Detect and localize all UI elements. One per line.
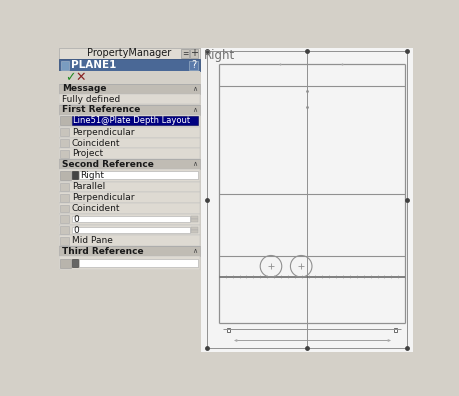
Bar [59, 105, 199, 114]
Bar [181, 49, 188, 57]
Text: Mid Pane: Mid Pane [72, 236, 112, 245]
Bar [59, 235, 199, 246]
Bar [393, 328, 397, 332]
Text: Right: Right [80, 171, 104, 180]
Text: Third Reference: Third Reference [62, 247, 144, 256]
Text: ✕: ✕ [75, 71, 86, 84]
Bar [60, 215, 69, 223]
Bar [60, 171, 71, 180]
Text: ∧: ∧ [192, 107, 197, 112]
Text: First Reference: First Reference [62, 105, 140, 114]
Bar [78, 171, 197, 179]
Bar [59, 159, 199, 169]
Bar [59, 203, 199, 214]
Bar [72, 171, 78, 179]
Bar [188, 61, 197, 70]
Bar [72, 216, 189, 222]
Bar [60, 205, 69, 212]
Text: ?: ? [190, 60, 196, 70]
Text: 0: 0 [73, 225, 79, 234]
Bar [59, 94, 199, 105]
Bar [59, 225, 199, 235]
Text: Project: Project [72, 149, 103, 158]
Text: ∧: ∧ [192, 161, 197, 167]
Text: Coincident: Coincident [72, 204, 120, 213]
Bar [72, 227, 189, 233]
Text: Fully defined: Fully defined [62, 95, 121, 104]
Bar [59, 59, 199, 71]
Bar [59, 214, 199, 225]
Text: ∧: ∧ [192, 86, 197, 92]
Bar [60, 150, 69, 158]
Text: Parallel: Parallel [72, 183, 105, 191]
Text: 0: 0 [73, 215, 79, 224]
Bar [59, 181, 199, 192]
Bar [59, 84, 199, 94]
Bar [190, 49, 197, 57]
Bar [59, 127, 199, 138]
Bar [59, 71, 199, 84]
Text: PLANE1: PLANE1 [71, 60, 116, 70]
Bar [59, 114, 199, 127]
Text: +: + [190, 48, 198, 58]
Bar [59, 138, 199, 148]
Bar [60, 116, 71, 125]
Bar [226, 328, 230, 332]
Bar [190, 230, 197, 233]
Bar [59, 246, 199, 256]
Bar [60, 128, 69, 136]
Bar [60, 194, 69, 202]
Bar [78, 259, 197, 267]
Text: PropertyManager: PropertyManager [87, 48, 171, 58]
Bar [190, 219, 197, 222]
Text: ∧: ∧ [192, 248, 197, 254]
Bar [59, 48, 199, 59]
Text: Perpendicular: Perpendicular [72, 128, 134, 137]
Bar [59, 148, 199, 159]
Text: Right: Right [203, 49, 234, 62]
Bar [190, 227, 197, 230]
Text: ✓: ✓ [65, 71, 75, 84]
Text: Message: Message [62, 84, 107, 93]
Bar [60, 259, 71, 268]
Bar [72, 259, 78, 267]
Bar [59, 256, 199, 270]
Bar [59, 169, 199, 181]
Text: Perpendicular: Perpendicular [72, 193, 134, 202]
Bar [60, 183, 69, 191]
Bar [201, 48, 412, 352]
Bar [61, 61, 69, 70]
Text: Second Reference: Second Reference [62, 160, 154, 169]
Bar [72, 116, 197, 125]
Bar [60, 139, 69, 147]
Bar [60, 237, 69, 245]
Bar [59, 192, 199, 203]
Bar [60, 226, 69, 234]
Text: Line51@Plate Depth Layout: Line51@Plate Depth Layout [73, 116, 190, 125]
Bar [59, 48, 199, 352]
Text: =: = [181, 49, 188, 58]
Bar [59, 270, 199, 352]
Bar [190, 216, 197, 219]
Text: Coincident: Coincident [72, 139, 120, 147]
